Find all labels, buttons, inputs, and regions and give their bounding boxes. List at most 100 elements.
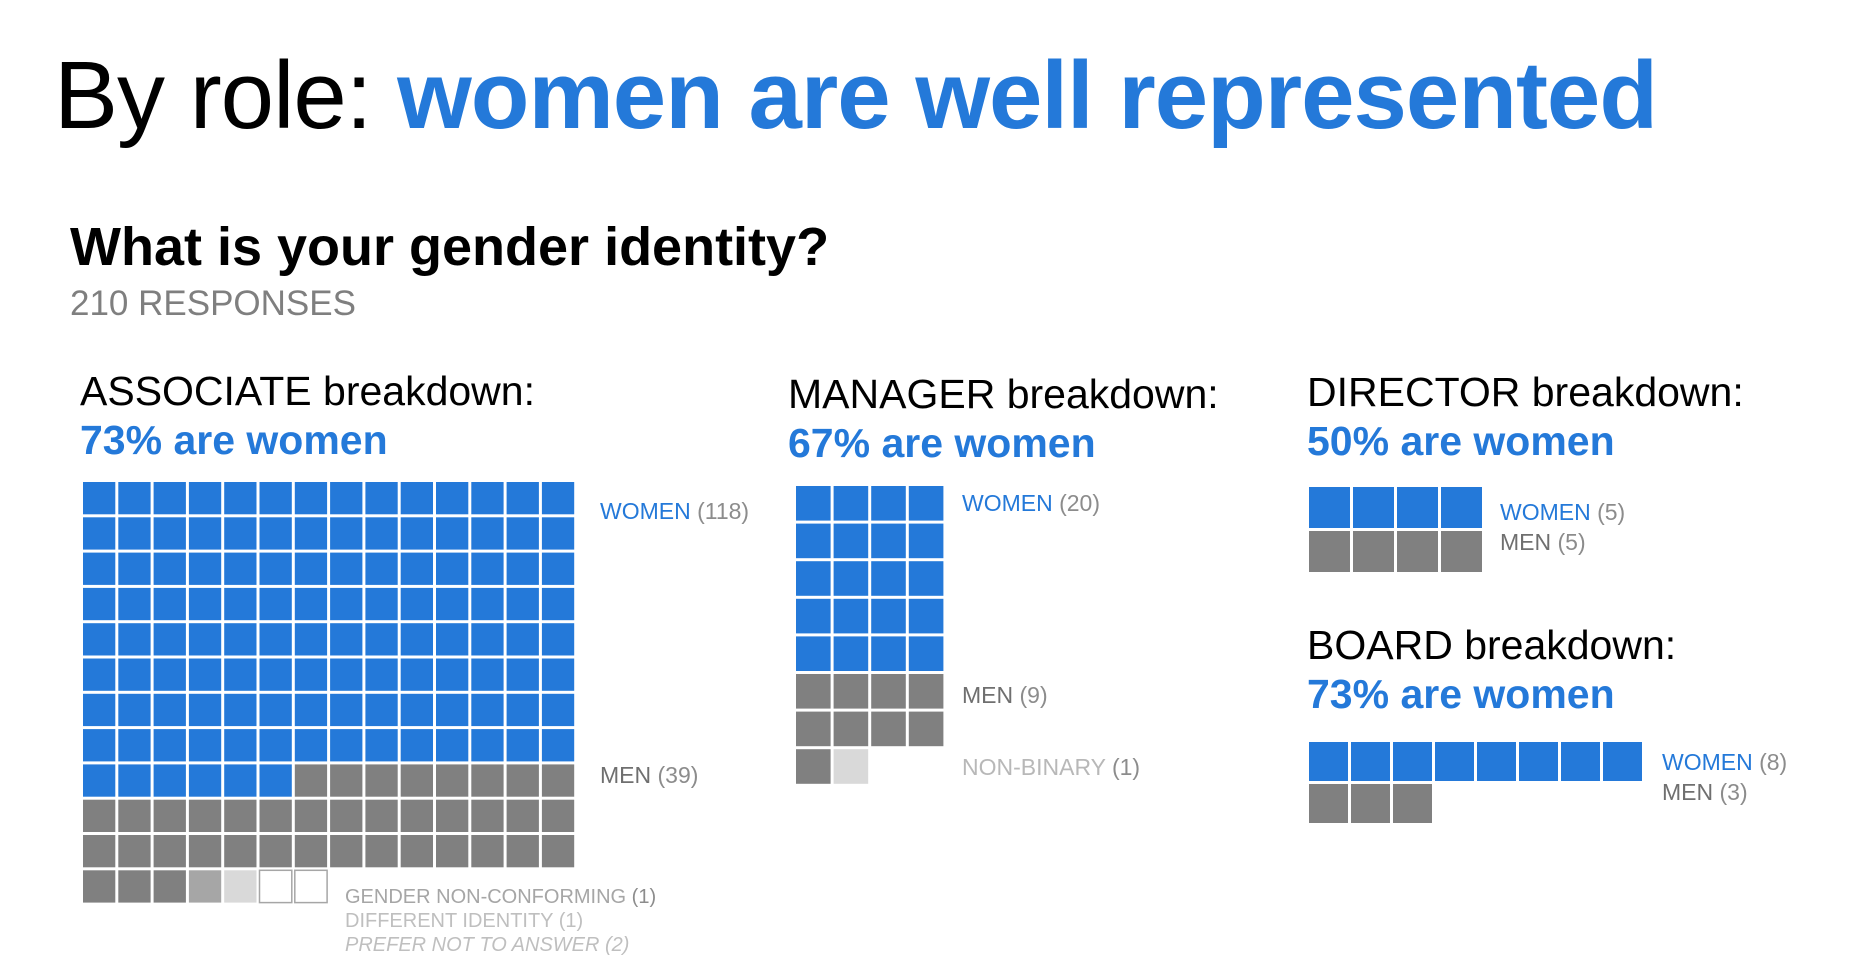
headline: By role: women are well represented: [54, 48, 1658, 144]
waffle-cell-women: [365, 482, 398, 515]
associate-women-name: WOMEN: [600, 498, 691, 524]
waffle-cell-men: [436, 764, 469, 797]
waffle-cell-women: [908, 561, 944, 596]
manager-men-count: (9): [1019, 682, 1048, 708]
associate-gnc-name: GENDER NON-CONFORMING: [345, 886, 627, 908]
waffle-cell-men: [259, 835, 292, 868]
waffle-cell-women: [294, 552, 328, 585]
waffle-cell-women: [224, 482, 257, 515]
waffle-cell-men: [83, 835, 116, 868]
director-men-label: MEN (5): [1500, 531, 1586, 554]
waffle-cell-men: [471, 764, 504, 797]
waffle-cell-women: [436, 552, 469, 585]
waffle-cell-men: [908, 711, 944, 747]
waffle-cell-women: [436, 693, 469, 727]
waffle-cell-men: [118, 835, 151, 868]
waffle-cell-men: [506, 764, 539, 797]
headline-lead: By role:: [54, 42, 398, 149]
associate-men-name: MEN: [600, 762, 652, 788]
waffle-cell-women: [1393, 742, 1432, 781]
associate-gnc-count: (1): [631, 886, 657, 908]
waffle-cell-men: [365, 799, 398, 832]
waffle-cell-men: [1393, 784, 1432, 823]
manager-women-label: WOMEN (20): [962, 492, 1100, 515]
waffle-cell-men: [908, 674, 944, 709]
waffle-cell-women: [400, 658, 433, 691]
waffle-cell-women: [796, 561, 831, 596]
waffle-cell-prefer-not-to-answer: [258, 869, 293, 904]
waffle-cell-women: [365, 658, 398, 691]
waffle-cell-women: [871, 636, 906, 671]
waffle-cell-women: [330, 623, 363, 656]
waffle-cell-men: [1309, 784, 1348, 823]
manager-women-name: WOMEN: [962, 490, 1053, 516]
waffle-cell-men: [506, 835, 539, 868]
waffle-cell-women: [118, 482, 151, 515]
waffle-cell-women: [436, 623, 469, 656]
waffle-cell-women: [118, 623, 151, 656]
waffle-cell-gender-non-conforming: [188, 870, 222, 903]
board-waffle-chart: [1309, 742, 1642, 823]
waffle-cell-women: [541, 658, 575, 691]
waffle-cell-women: [471, 658, 504, 691]
waffle-cell-women: [188, 587, 222, 621]
waffle-cell-men: [400, 764, 433, 797]
waffle-cell-women: [118, 552, 151, 585]
waffle-cell-women: [83, 729, 116, 762]
waffle-cell-women: [118, 587, 151, 621]
director-waffle-chart: [1309, 487, 1482, 572]
waffle-cell-women: [153, 693, 186, 727]
waffle-cell-women: [833, 523, 869, 559]
waffle-cell-women: [153, 482, 186, 515]
waffle-cell-women: [365, 693, 398, 727]
waffle-cell-women: [118, 517, 151, 550]
director-women-label: WOMEN (5): [1500, 501, 1625, 524]
waffle-cell-women: [153, 764, 186, 797]
waffle-cell-women: [471, 482, 504, 515]
director-men-count: (5): [1557, 529, 1586, 555]
waffle-cell-women: [471, 552, 504, 585]
waffle-cell-women: [871, 598, 906, 634]
waffle-cell-women: [471, 517, 504, 550]
waffle-cell-men: [541, 835, 575, 868]
waffle-cell-women: [259, 587, 292, 621]
waffle-cell-women: [153, 623, 186, 656]
waffle-cell-women: [294, 482, 328, 515]
waffle-cell-men: [506, 799, 539, 832]
waffle-cell-men: [796, 711, 831, 747]
response-count: 210 RESPONSES: [70, 284, 356, 323]
waffle-cell-women: [796, 523, 831, 559]
waffle-cell-women: [908, 523, 944, 559]
waffle-cell-women: [259, 658, 292, 691]
waffle-cell-women: [153, 552, 186, 585]
associate-gnc-label: GENDER NON-CONFORMING (1): [345, 887, 656, 907]
waffle-cell-men: [83, 799, 116, 832]
waffle-cell-women: [294, 587, 328, 621]
waffle-cell-women: [506, 517, 539, 550]
waffle-cell-women: [908, 486, 944, 521]
waffle-cell-women: [471, 623, 504, 656]
waffle-cell-women: [83, 517, 116, 550]
waffle-cell-women: [365, 517, 398, 550]
waffle-cell-women: [153, 517, 186, 550]
waffle-cell-men: [330, 835, 363, 868]
waffle-cell-women: [506, 482, 539, 515]
waffle-cell-women: [1397, 487, 1438, 528]
waffle-cell-men: [188, 799, 222, 832]
waffle-cell-women: [188, 764, 222, 797]
waffle-cell-men: [1309, 531, 1350, 572]
board-title: BOARD breakdown:: [1307, 622, 1677, 668]
waffle-cell-women: [83, 552, 116, 585]
waffle-cell-women: [908, 598, 944, 634]
associate-percent: 73% are women: [80, 417, 388, 463]
waffle-cell-women: [1561, 742, 1600, 781]
waffle-cell-men: [871, 674, 906, 709]
waffle-cell-women: [224, 658, 257, 691]
manager-nonbinary-name: NON-BINARY: [962, 754, 1106, 780]
waffle-cell-women: [1435, 742, 1474, 781]
waffle-cell-women: [506, 729, 539, 762]
manager-men-name: MEN: [962, 682, 1014, 708]
waffle-cell-men: [471, 799, 504, 832]
waffle-cell-women: [1309, 742, 1348, 781]
waffle-cell-women: [224, 517, 257, 550]
